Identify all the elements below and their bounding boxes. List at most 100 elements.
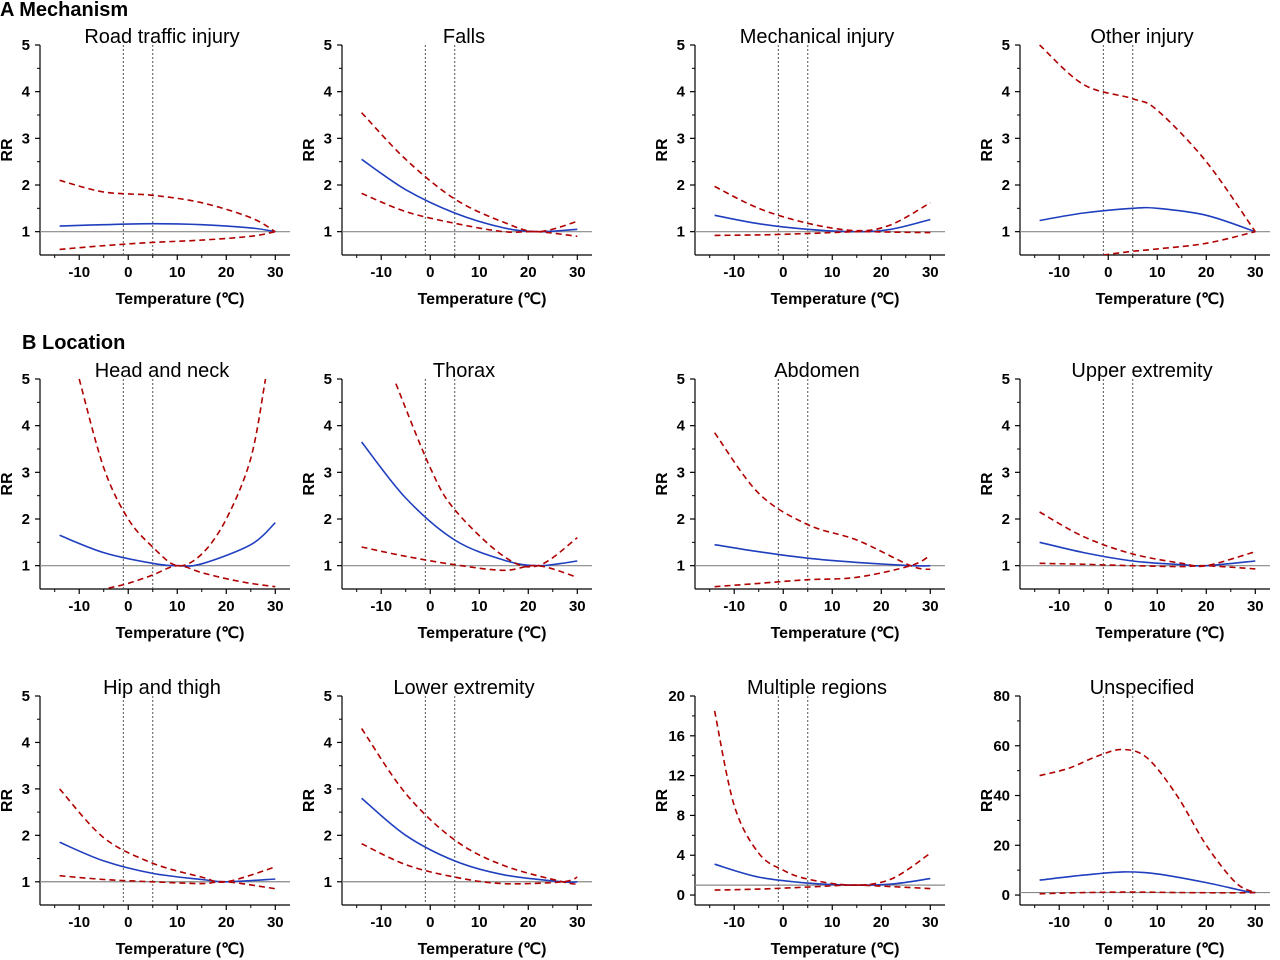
chart-panel: Falls 1 2 3 4 5 -10 0 10 20 30 Temperature (℃) RR — [301, 26, 592, 308]
panel-title: Other injury — [1090, 26, 1193, 48]
chart-panel: Upper extremity 1 2 3 4 5 -10 0 10 20 30 Temperatur… — [979, 360, 1270, 642]
y-tick-label: 1 — [324, 558, 332, 575]
y-tick-label: 0 — [677, 887, 685, 904]
y-tick-label: 3 — [22, 781, 30, 798]
x-axis-label: Temperature (℃) — [418, 941, 547, 958]
y-tick-label: 4 — [677, 847, 686, 864]
x-tick-label: 20 — [873, 264, 890, 281]
y-tick-label: 3 — [22, 464, 30, 481]
x-tick-label: 10 — [169, 264, 186, 281]
x-tick-label: 0 — [779, 264, 787, 281]
ci-lower-curve — [59, 874, 276, 890]
y-tick-label: 3 — [1002, 130, 1010, 147]
y-tick-label: 4 — [677, 418, 686, 435]
x-tick-label: 10 — [169, 914, 186, 931]
rr-curve — [1039, 206, 1256, 233]
x-tick-label: 30 — [267, 914, 284, 931]
panel-title: Thorax — [433, 360, 495, 382]
y-axis-label: RR — [301, 472, 318, 496]
x-tick-label: 10 — [169, 598, 186, 615]
x-tick-label: -10 — [1048, 264, 1070, 281]
y-tick-label: 4 — [1002, 84, 1011, 101]
x-tick-label: 30 — [569, 914, 586, 931]
x-tick-label: 0 — [1104, 598, 1112, 615]
ci-lower-curve — [714, 884, 931, 891]
y-tick-label: 5 — [22, 688, 30, 705]
y-axis-label: RR — [654, 138, 671, 162]
x-tick-label: 30 — [922, 598, 939, 615]
y-tick-label: 80 — [993, 688, 1010, 705]
ci-lower-curve — [59, 230, 276, 251]
x-axis-label: Temperature (℃) — [771, 941, 900, 958]
x-tick-label: 30 — [267, 598, 284, 615]
x-tick-label: -10 — [370, 264, 392, 281]
y-tick-label: 2 — [677, 177, 685, 194]
chart-panel: Thorax 1 2 3 4 5 -10 0 10 20 30 Temperature (℃) RR — [301, 360, 592, 642]
chart-panel: Abdomen 1 2 3 4 5 -10 0 10 20 30 Temperature (℃) RR — [654, 360, 945, 642]
y-tick-label: 3 — [677, 464, 685, 481]
x-tick-label: 30 — [1247, 598, 1264, 615]
rr-curve — [59, 222, 276, 233]
x-tick-label: -10 — [1048, 598, 1070, 615]
y-tick-label: 2 — [324, 177, 332, 194]
x-axis-label: Temperature (℃) — [418, 625, 547, 642]
panel-title: Mechanical injury — [740, 26, 895, 48]
x-axis-label: Temperature (℃) — [1096, 625, 1225, 642]
y-tick-label: 1 — [677, 224, 685, 241]
chart-panel: Other injury 1 2 3 4 5 -10 0 10 20 30 Temperature (… — [979, 26, 1270, 308]
ci-lower-curve — [361, 192, 578, 238]
ci-lower-curve — [361, 842, 578, 885]
x-tick-label: 30 — [569, 264, 586, 281]
x-tick-label: 30 — [1247, 914, 1264, 931]
chart-panel: Mechanical injury 1 2 3 4 5 -10 0 10 20 30 Temperat… — [654, 26, 945, 308]
ci-lower-curve — [714, 554, 931, 588]
x-tick-label: 20 — [520, 598, 537, 615]
x-tick-label: 10 — [1149, 264, 1166, 281]
y-tick-label: 3 — [324, 781, 332, 798]
y-axis-label: RR — [979, 472, 996, 496]
y-tick-label: 2 — [1002, 177, 1010, 194]
ci-upper-curve — [78, 378, 267, 567]
x-tick-label: 0 — [779, 598, 787, 615]
y-axis-label: RR — [0, 789, 16, 813]
y-tick-label: 4 — [324, 84, 333, 101]
ci-upper-curve — [713, 710, 931, 886]
y-axis-label: RR — [0, 138, 16, 162]
x-tick-label: -10 — [723, 264, 745, 281]
y-axis-label: RR — [979, 789, 996, 813]
x-tick-label: -10 — [1048, 914, 1070, 931]
y-tick-label: 4 — [324, 418, 333, 435]
x-tick-label: 10 — [471, 264, 488, 281]
x-tick-label: -10 — [370, 598, 392, 615]
y-axis-label: RR — [654, 789, 671, 813]
x-tick-label: 20 — [1198, 598, 1215, 615]
x-tick-label: 0 — [426, 598, 434, 615]
x-tick-label: 20 — [520, 914, 537, 931]
y-axis-label: RR — [301, 789, 318, 813]
ci-upper-curve — [395, 383, 578, 568]
y-tick-label: 2 — [324, 511, 332, 528]
y-tick-label: 8 — [677, 807, 685, 824]
x-tick-label: 10 — [471, 598, 488, 615]
x-tick-label: 30 — [1247, 264, 1264, 281]
x-tick-label: 20 — [218, 598, 235, 615]
x-tick-label: -10 — [68, 914, 90, 931]
y-tick-label: 1 — [22, 874, 30, 891]
panel-title: Upper extremity — [1071, 360, 1212, 382]
x-tick-label: 30 — [267, 264, 284, 281]
y-tick-label: 3 — [1002, 464, 1010, 481]
y-tick-label: 2 — [324, 827, 332, 844]
panel-title: Unspecified — [1090, 677, 1195, 699]
panel-title: Head and neck — [95, 360, 231, 382]
chart-panel: Unspecified 0 20 40 60 80 -10 0 10 20 30 Temperatur… — [979, 677, 1270, 958]
y-tick-label: 2 — [1002, 511, 1010, 528]
y-tick-label: 2 — [22, 511, 30, 528]
y-tick-label: 5 — [324, 371, 332, 388]
panel-title: Falls — [443, 26, 485, 48]
ci-lower-curve — [108, 564, 276, 589]
x-tick-label: 10 — [1149, 914, 1166, 931]
y-tick-label: 4 — [1002, 418, 1011, 435]
y-tick-label: 4 — [22, 734, 31, 751]
